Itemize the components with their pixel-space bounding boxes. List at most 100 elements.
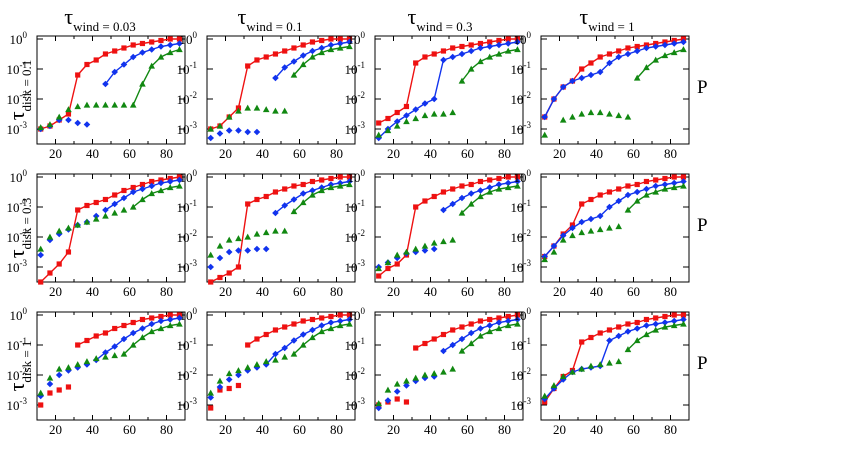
point-red — [643, 316, 650, 323]
point-blue — [336, 40, 344, 47]
point-blue — [74, 119, 81, 127]
point-green — [384, 127, 392, 134]
panel-r2-c2: 20 40 60 80 10-3 10-2 10-1 100 — [345, 306, 524, 437]
point-blue — [403, 112, 410, 119]
point-blue — [281, 202, 288, 209]
point-green — [148, 62, 155, 69]
point-red — [468, 181, 474, 188]
y-tick-label: 100 — [514, 306, 532, 323]
point-green — [449, 109, 456, 116]
point-green — [615, 223, 622, 230]
point-blue — [495, 319, 503, 326]
point-red — [121, 45, 127, 51]
point-green — [309, 334, 316, 341]
point-red — [496, 315, 502, 321]
series-line-red — [544, 38, 684, 118]
point-blue — [120, 61, 128, 68]
point-green — [661, 52, 669, 59]
point-green — [309, 191, 316, 198]
y-tick-label: 10-2 — [345, 90, 366, 107]
point-red — [597, 54, 603, 60]
point-red — [93, 57, 99, 63]
point-red — [158, 313, 164, 320]
point-red — [634, 319, 640, 326]
y-tick-label: 10-3 — [177, 258, 198, 275]
series-line-red — [40, 38, 180, 130]
point-red — [579, 201, 585, 207]
point-green — [670, 184, 678, 191]
point-blue — [440, 206, 447, 214]
point-red — [47, 390, 53, 396]
point-green — [430, 370, 438, 377]
point-red — [514, 312, 521, 318]
point-red — [616, 324, 622, 330]
point-blue — [157, 179, 165, 187]
point-red — [272, 327, 279, 333]
series-red — [376, 36, 521, 126]
point-red — [84, 202, 90, 209]
point-green — [643, 191, 650, 198]
point-blue — [440, 56, 447, 64]
series-green — [541, 182, 687, 263]
panel-r0-c0: 20 40 60 80 10-3 10-2 10-1 100 — [7, 30, 186, 161]
series-green — [541, 320, 687, 399]
point-red — [254, 336, 260, 342]
y-tick-label: 10-2 — [345, 366, 366, 383]
point-red — [643, 178, 650, 185]
x-tick-label: 20 — [219, 146, 232, 161]
point-blue — [309, 187, 316, 194]
point-green — [430, 110, 438, 117]
series-line-red — [210, 38, 350, 130]
point-blue — [384, 397, 392, 404]
point-green — [421, 112, 429, 119]
series-blue — [541, 38, 687, 121]
point-red — [413, 345, 419, 351]
point-green — [74, 221, 81, 228]
point-red — [487, 177, 493, 183]
point-green — [346, 181, 353, 188]
point-red — [56, 387, 62, 393]
point-red — [65, 249, 72, 255]
point-red — [662, 175, 668, 182]
point-red — [653, 315, 659, 321]
point-green — [216, 122, 224, 129]
point-green — [46, 121, 54, 128]
x-tick-label: 40 — [86, 284, 99, 299]
point-blue — [235, 371, 242, 379]
point-red — [112, 48, 118, 54]
point-blue — [225, 127, 233, 134]
series-green — [207, 181, 353, 258]
point-blue — [670, 179, 678, 187]
point-blue — [216, 383, 224, 391]
point-blue — [458, 194, 466, 202]
point-green — [393, 380, 401, 387]
point-red — [309, 178, 316, 185]
point-green — [216, 242, 224, 249]
point-green — [412, 374, 419, 381]
point-red — [112, 325, 118, 332]
point-green — [643, 64, 650, 71]
point-blue — [477, 44, 484, 52]
point-green — [120, 350, 128, 357]
point-blue — [102, 80, 109, 88]
series-blue — [207, 178, 353, 271]
y-tick-label: 10-2 — [7, 366, 28, 383]
point-red — [226, 270, 232, 276]
point-blue — [643, 322, 650, 329]
point-green — [83, 101, 91, 108]
y-tick-label: 10-2 — [511, 366, 532, 383]
y-tick-label: 100 — [348, 306, 366, 323]
point-green — [652, 56, 659, 63]
point-red — [167, 36, 173, 42]
point-blue — [148, 320, 155, 328]
point-red — [394, 109, 400, 116]
point-red — [440, 331, 447, 338]
point-red — [616, 186, 622, 192]
point-green — [299, 341, 307, 348]
point-green — [129, 203, 137, 210]
point-blue — [157, 43, 165, 50]
y-tick-label: 10-3 — [7, 258, 28, 275]
x-tick-label: 80 — [664, 146, 677, 161]
x-tick-label: 40 — [86, 422, 99, 437]
point-red — [634, 181, 640, 188]
